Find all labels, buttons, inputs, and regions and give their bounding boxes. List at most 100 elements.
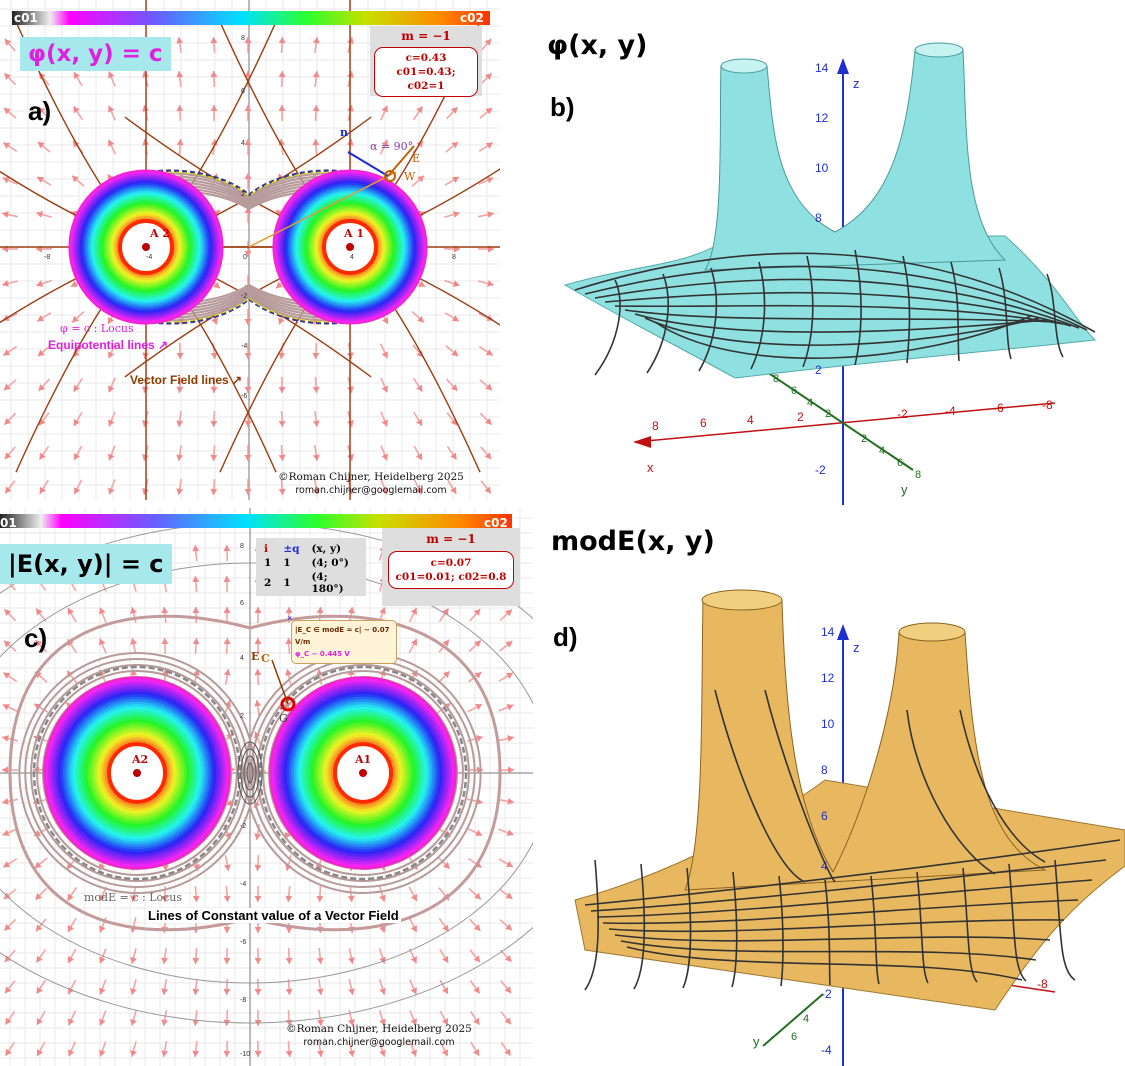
- panel-a-field-arrowhead: [312, 420, 320, 427]
- panel-b-mesh-line: [594, 278, 1080, 329]
- panel-a-field-arrowhead: [451, 349, 459, 357]
- panel-a-field-arrowhead: [244, 37, 252, 43]
- panel-a-x-tick: 0: [243, 254, 247, 261]
- panel-a-field-arrowhead: [312, 139, 320, 146]
- panel-d-z-tick: 10: [821, 717, 835, 731]
- panel-a-field-arrowhead: [5, 486, 12, 494]
- panel-c-field-arrowhead: [223, 545, 231, 552]
- panel-c-a1-ring: [291, 699, 435, 847]
- panel-a-equipotential-contour: [69, 169, 427, 325]
- panel-b-title: φ(x, y): [547, 30, 648, 61]
- panel-a-a1-ring: [316, 213, 384, 281]
- panel-c-field-arrowhead: [379, 607, 386, 615]
- panel-a-field-arrowhead: [210, 488, 218, 495]
- panel-c-charge-a2: [133, 769, 141, 777]
- panel-c-field-arrowhead: [36, 1049, 44, 1057]
- panel-c-field-arrowhead: [347, 895, 355, 902]
- panel-d-mesh-line: [731, 871, 738, 988]
- panel-a-a2-ring: [95, 196, 197, 298]
- panel-a-field-arrowhead: [107, 105, 115, 113]
- panel-a-normal-vector: [347, 151, 389, 177]
- panel-c-contour: [18, 652, 256, 894]
- panel-b-y-tick: 6: [791, 385, 797, 397]
- panel-c-contour: [30, 664, 244, 882]
- panel-c-y-tick: 2: [240, 713, 244, 720]
- panel-c-field-arrowhead: [161, 988, 169, 995]
- panel-a-a2-ring: [70, 171, 222, 323]
- panel-d-mesh-line: [614, 934, 1051, 942]
- panel-c-field-arrowhead: [504, 1017, 511, 1025]
- panel-a-field-arrowhead: [37, 315, 45, 322]
- panel-a-colorbar-left-label: c01: [14, 11, 38, 25]
- panel-a-field-arrowhead: [416, 384, 423, 392]
- panel-a-field-arrowhead: [415, 487, 423, 495]
- panel-a-field-arrowhead: [417, 175, 425, 183]
- panel-b-z-tick: 10: [815, 161, 829, 175]
- panel-a-field-arrowhead: [381, 139, 389, 147]
- panel-c-field-arrowhead: [473, 955, 480, 963]
- panel-c-saddle-contour: [240, 748, 260, 798]
- panel-c-field-arrowhead: [285, 926, 293, 933]
- panel-a-a2-ring: [78, 179, 214, 315]
- panel-a-field-arrowhead: [244, 421, 252, 427]
- panel-b-y-tick: 8: [915, 469, 921, 481]
- panel-a-equation: φ(x, y) = c: [20, 37, 171, 71]
- panel-c-y-tick: -2: [240, 823, 246, 830]
- panel-c-field-arrowhead: [316, 607, 324, 614]
- panel-a-a1-ring: [312, 209, 388, 285]
- panel-b-y-axis: [766, 371, 914, 471]
- panel-a-field-arrowhead: [176, 352, 184, 359]
- panel-c-a1-ring: [276, 684, 450, 862]
- panel-c-field-arrowhead: [223, 576, 231, 583]
- panel-c-field-arrowhead: [473, 1017, 480, 1025]
- panel-b-tube-top: [914, 42, 964, 58]
- panel-c-saddle-contour: [246, 762, 254, 784]
- panel-c-field-arrowhead: [192, 576, 200, 583]
- panel-c-field-arrowhead: [316, 1050, 324, 1057]
- panel-c-field-arrowhead: [410, 925, 418, 933]
- panel-a-a2-ring: [114, 215, 178, 279]
- panel-c-g-label: G: [279, 712, 288, 725]
- panel-a-field-arrowhead: [244, 139, 252, 145]
- panel-c-y-tick: -6: [240, 939, 246, 946]
- panel-a-field-arrowhead: [210, 386, 218, 393]
- panel-c-field-arrowhead: [254, 864, 262, 871]
- panel-c-field-arrowhead: [474, 672, 482, 679]
- panel-c-field-arrowhead: [254, 1050, 262, 1057]
- panel-a-field-arrowhead: [484, 417, 492, 425]
- panel-c-a2-ring: [43, 676, 231, 870]
- panel-c-field-arrowhead: [379, 987, 386, 995]
- panel-c-field-arrowhead: [5, 1017, 12, 1025]
- panel-c-field-arrowhead: [441, 1018, 449, 1026]
- panel-d-mesh-line: [870, 875, 880, 985]
- panel-c-field-arrowhead: [192, 1050, 200, 1057]
- panel-a-field-arrowhead: [278, 420, 286, 427]
- panel-c-contour: [262, 670, 464, 876]
- panel-c-field-arrowhead: [67, 1018, 75, 1026]
- panel-a-field-arrowhead: [4, 417, 12, 425]
- panel-a-a1-ring: [272, 169, 428, 325]
- panel-c-field-arrowhead: [442, 955, 449, 963]
- panel-c-field-arrowhead: [348, 988, 355, 995]
- panel-c-field-arrowhead: [379, 956, 386, 964]
- panel-c-field-arrowhead: [223, 957, 231, 964]
- panel-d-mesh-line: [962, 867, 978, 983]
- panel-a-a1-ring: [314, 211, 386, 283]
- panel-c-saddle-contour: [243, 755, 257, 791]
- panel-a-field-arrowhead: [244, 71, 252, 77]
- panel-a-credit-line1: ©Roman Chijner, Heidelberg 2025: [278, 471, 464, 483]
- panel-c-field-arrowhead: [36, 1017, 43, 1025]
- panel-a-field-arrowhead: [36, 280, 44, 287]
- panel-c-a1-ring: [301, 709, 425, 837]
- panel-c-saddle-contour: [237, 741, 263, 805]
- panel-c-field-arrowhead: [507, 797, 514, 805]
- panel-c-field-arrowhead: [410, 894, 418, 901]
- panel-d-mesh-line: [824, 879, 831, 986]
- panel-c-field-arrowhead: [347, 607, 355, 614]
- panel-c-a2-ring: [82, 716, 192, 830]
- panel-a-a1-ring: [276, 173, 424, 321]
- panel-b-mesh-line: [614, 304, 1064, 325]
- panel-c-field-arrowhead: [348, 1019, 355, 1026]
- panel-a-info-box: m = −1 c=0.43 c01=0.43; c02=1: [370, 26, 482, 97]
- panel-a-field-arrowhead: [487, 280, 494, 287]
